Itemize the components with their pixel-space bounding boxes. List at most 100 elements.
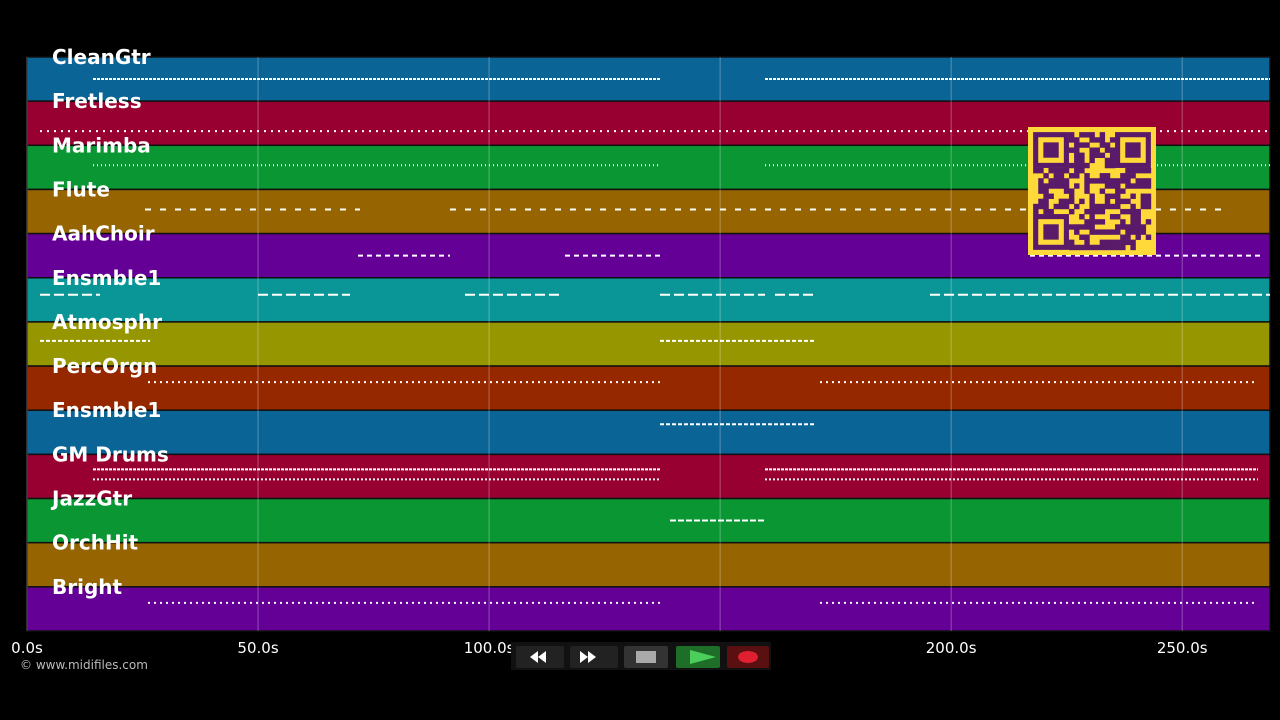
- qr-cell: [1125, 208, 1131, 215]
- qr-cell: [1038, 188, 1044, 194]
- qr-cell: [1033, 167, 1039, 174]
- qr-cell: [1089, 208, 1095, 215]
- qr-cell: [1033, 208, 1039, 215]
- qr-cell: [1068, 239, 1075, 246]
- qr-cell: [1068, 224, 1075, 230]
- qr-cell: [1084, 178, 1090, 184]
- qr-cell: [1079, 214, 1085, 220]
- qr-cell: [1125, 173, 1131, 179]
- qr-cell: [1094, 219, 1100, 225]
- qr-cell: [1135, 208, 1141, 215]
- tick-label: 200.0s: [926, 639, 977, 657]
- qr-cell: [1094, 244, 1100, 251]
- qr-cell: [1109, 147, 1116, 153]
- qr-cell: [1089, 198, 1095, 205]
- qr-cell: [1099, 219, 1106, 225]
- qr-cell: [1115, 193, 1121, 199]
- qr-cell: [1104, 183, 1111, 189]
- stop-button[interactable]: [624, 646, 668, 668]
- forward-button[interactable]: [570, 646, 618, 668]
- qr-cell: [1068, 208, 1075, 215]
- qr-cell: [1125, 234, 1131, 240]
- record-button[interactable]: [727, 646, 769, 668]
- qr-cell: [1109, 178, 1116, 184]
- qr-cell: [1104, 142, 1111, 148]
- track-name: Flute: [52, 177, 110, 201]
- track-band: [26, 277, 1271, 323]
- track-band: [26, 365, 1271, 411]
- qr-cell: [1038, 183, 1044, 189]
- track-band: [26, 541, 1271, 588]
- qr-cell: [1130, 214, 1136, 220]
- qr-cell: [1089, 132, 1095, 138]
- qr-cell: [1104, 244, 1111, 251]
- qr-cell: [1053, 203, 1060, 210]
- qr-finder: [1033, 214, 1069, 250]
- qr-cell: [1048, 208, 1054, 215]
- rewind-button[interactable]: [516, 646, 564, 668]
- qr-cell: [1130, 203, 1136, 210]
- qr-cell: [1130, 183, 1136, 189]
- qr-cell: [1140, 167, 1147, 174]
- track-name: Ensmble1: [52, 398, 161, 422]
- qr-cell: [1089, 147, 1095, 153]
- qr-cell: [1038, 198, 1044, 205]
- qr-cell: [1063, 203, 1070, 210]
- qr-cell: [1104, 162, 1111, 169]
- qr-cell: [1074, 173, 1080, 179]
- copyright: © www.midifiles.com: [20, 658, 148, 672]
- qr-cell: [1038, 167, 1044, 174]
- qr-cell: [1115, 183, 1121, 189]
- qr-cell: [1058, 178, 1065, 184]
- qr-cell: [1079, 142, 1085, 148]
- qr-cell: [1089, 137, 1095, 143]
- qr-cell: [1074, 137, 1080, 143]
- qr-cell: [1104, 203, 1111, 210]
- qr-cell: [1145, 203, 1152, 210]
- qr-cell: [1068, 132, 1075, 138]
- qr-cell: [1084, 239, 1090, 246]
- play-button[interactable]: [676, 646, 720, 668]
- qr-cell: [1135, 214, 1141, 220]
- track-band: [26, 321, 1271, 367]
- qr-cell: [1094, 203, 1100, 210]
- track-name: Ensmble1: [52, 266, 161, 290]
- qr-cell: [1130, 167, 1136, 174]
- qr-cell: [1084, 234, 1090, 240]
- qr-cell: [1089, 219, 1095, 225]
- qr-cell: [1115, 239, 1121, 246]
- qr-cell: [1120, 234, 1126, 240]
- qr-cell: [1079, 167, 1085, 174]
- qr-cell: [1145, 178, 1152, 184]
- qr-finder: [1033, 132, 1069, 168]
- track-name: Marimba: [52, 133, 151, 157]
- qr-cell: [1145, 234, 1152, 240]
- qr-cell: [1043, 173, 1049, 179]
- qr-cell: [1079, 162, 1085, 169]
- qr-cell: [1079, 157, 1085, 164]
- qr-cell: [1038, 178, 1044, 184]
- qr-cell: [1074, 203, 1080, 210]
- qr-cell: [1068, 244, 1075, 251]
- qr-cell: [1058, 203, 1065, 210]
- transport-controls: [511, 642, 771, 670]
- qr-code: [1028, 127, 1156, 255]
- qr-cell: [1048, 193, 1054, 199]
- track-name: OrchHit: [52, 531, 139, 555]
- qr-cell: [1099, 142, 1106, 148]
- track-band: [26, 497, 1271, 544]
- qr-cell: [1048, 178, 1054, 184]
- qr-cell: [1099, 178, 1106, 184]
- qr-cell: [1104, 178, 1111, 184]
- qr-cell: [1079, 152, 1085, 159]
- qr-cell: [1058, 183, 1065, 189]
- qr-cell: [1084, 208, 1090, 215]
- qr-cell: [1145, 219, 1152, 225]
- qr-cell: [1104, 193, 1111, 199]
- qr-finder: [1115, 132, 1151, 168]
- qr-cell: [1053, 183, 1060, 189]
- qr-cell: [1115, 203, 1121, 210]
- qr-cell: [1125, 224, 1131, 230]
- qr-cell: [1130, 193, 1136, 199]
